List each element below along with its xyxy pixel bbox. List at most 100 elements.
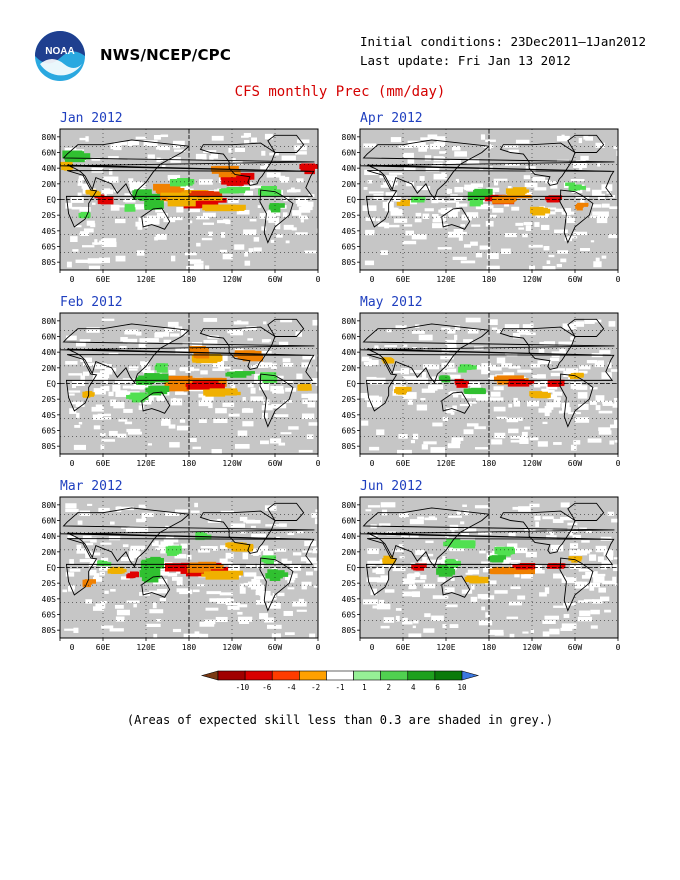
skill-white-patch bbox=[167, 321, 179, 327]
skill-white-patch bbox=[225, 552, 234, 559]
skill-white-patch bbox=[168, 424, 176, 429]
skill-white-patch bbox=[296, 373, 303, 380]
skill-white-patch bbox=[156, 618, 162, 622]
skill-white-patch bbox=[486, 253, 499, 260]
skill-white-patch bbox=[108, 156, 119, 160]
skill-white-patch bbox=[198, 419, 207, 424]
skill-white-patch bbox=[81, 245, 95, 248]
skill-white-patch bbox=[573, 440, 581, 445]
skill-white-patch bbox=[253, 576, 267, 580]
lat-label: 60N bbox=[42, 517, 57, 526]
skill-white-patch bbox=[200, 546, 213, 549]
skill-white-patch bbox=[79, 176, 86, 180]
lat-label: 40N bbox=[342, 348, 357, 357]
skill-white-patch bbox=[138, 405, 145, 410]
skill-white-patch bbox=[285, 387, 297, 392]
skill-white-patch bbox=[114, 379, 129, 385]
skill-white-patch bbox=[552, 391, 563, 396]
precip-anomaly bbox=[269, 204, 278, 209]
skill-white-patch bbox=[574, 581, 588, 589]
skill-white-patch bbox=[368, 191, 384, 194]
skill-white-patch bbox=[265, 524, 280, 527]
skill-white-patch bbox=[463, 339, 473, 343]
skill-white-patch bbox=[234, 160, 243, 165]
precip-anomaly bbox=[205, 390, 226, 397]
skill-white-patch bbox=[68, 393, 75, 396]
skill-white-patch bbox=[524, 529, 536, 532]
skill-white-patch bbox=[430, 447, 445, 453]
lon-label: 0 bbox=[370, 643, 375, 652]
skill-white-patch bbox=[244, 139, 250, 145]
skill-white-patch bbox=[586, 187, 591, 192]
skill-white-patch bbox=[76, 412, 80, 418]
noaa-logo: NOAA bbox=[35, 31, 85, 81]
skill-white-patch bbox=[300, 219, 304, 223]
skill-white-patch bbox=[296, 139, 310, 143]
skill-white-patch bbox=[613, 397, 618, 401]
skill-white-patch bbox=[467, 401, 477, 404]
lat-label: 20S bbox=[42, 211, 57, 220]
skill-white-patch bbox=[603, 549, 614, 556]
skill-white-patch bbox=[103, 385, 110, 392]
precip-anomaly bbox=[400, 201, 409, 206]
skill-white-patch bbox=[237, 611, 243, 615]
skill-white-patch bbox=[491, 439, 503, 445]
skill-white-patch bbox=[518, 332, 533, 335]
skill-white-patch bbox=[594, 361, 604, 368]
skill-white-patch bbox=[410, 370, 424, 373]
skill-white-patch bbox=[78, 178, 83, 184]
skill-white-patch bbox=[400, 368, 409, 375]
skill-white-patch bbox=[167, 175, 181, 179]
skill-white-patch bbox=[155, 234, 167, 240]
skill-white-patch bbox=[163, 538, 179, 543]
skill-white-patch bbox=[135, 221, 146, 227]
panel-title-mar: Mar 2012 bbox=[60, 479, 123, 494]
skill-white-patch bbox=[265, 403, 269, 408]
precip-anomaly bbox=[124, 207, 133, 212]
skill-white-patch bbox=[378, 222, 387, 227]
skill-white-patch bbox=[208, 231, 213, 236]
precip-anomaly bbox=[195, 531, 204, 538]
skill-white-patch bbox=[560, 258, 567, 263]
skill-white-patch bbox=[230, 383, 234, 387]
skill-white-patch bbox=[270, 239, 275, 243]
skill-white-patch bbox=[575, 553, 588, 556]
precip-anomaly bbox=[144, 373, 160, 382]
skill-white-patch bbox=[91, 157, 101, 161]
skill-white-patch bbox=[419, 176, 425, 181]
lon-label: 120E bbox=[136, 459, 155, 468]
skill-white-patch bbox=[251, 533, 267, 538]
lat-label: 40S bbox=[342, 227, 357, 236]
skill-white-patch bbox=[463, 429, 474, 435]
skill-white-patch bbox=[480, 134, 486, 140]
skill-white-patch bbox=[458, 235, 463, 241]
skill-white-patch bbox=[267, 210, 281, 216]
lat-label: 20N bbox=[342, 548, 357, 557]
skill-white-patch bbox=[271, 633, 281, 638]
skill-white-patch bbox=[86, 220, 95, 226]
skill-white-patch bbox=[255, 363, 269, 368]
skill-white-patch bbox=[557, 250, 569, 254]
skill-white-patch bbox=[535, 521, 540, 528]
skill-white-patch bbox=[64, 628, 75, 631]
skill-white-patch bbox=[580, 155, 589, 161]
skill-white-patch bbox=[368, 563, 376, 566]
skill-white-patch bbox=[302, 399, 308, 405]
precip-anomaly bbox=[113, 569, 122, 574]
skill-white-patch bbox=[128, 368, 138, 371]
coastline bbox=[360, 139, 615, 200]
map-panel-jan: 80N 60N 40N 20N EQ 20S 40S 60S 80S 0 60E 120E 180 120… bbox=[42, 128, 321, 284]
skill-white-patch bbox=[79, 510, 91, 517]
skill-white-patch bbox=[304, 250, 317, 254]
skill-white-patch bbox=[101, 318, 115, 321]
skill-white-patch bbox=[479, 550, 486, 554]
skill-white-patch bbox=[402, 240, 417, 245]
precip-anomaly bbox=[270, 205, 281, 213]
skill-white-patch bbox=[502, 558, 510, 565]
lon-label: 120E bbox=[436, 459, 455, 468]
precip-anomaly bbox=[61, 164, 72, 171]
precip-anomaly bbox=[498, 548, 511, 557]
skill-white-patch bbox=[577, 616, 593, 622]
skill-white-patch bbox=[467, 328, 479, 334]
skill-white-patch bbox=[504, 202, 510, 207]
